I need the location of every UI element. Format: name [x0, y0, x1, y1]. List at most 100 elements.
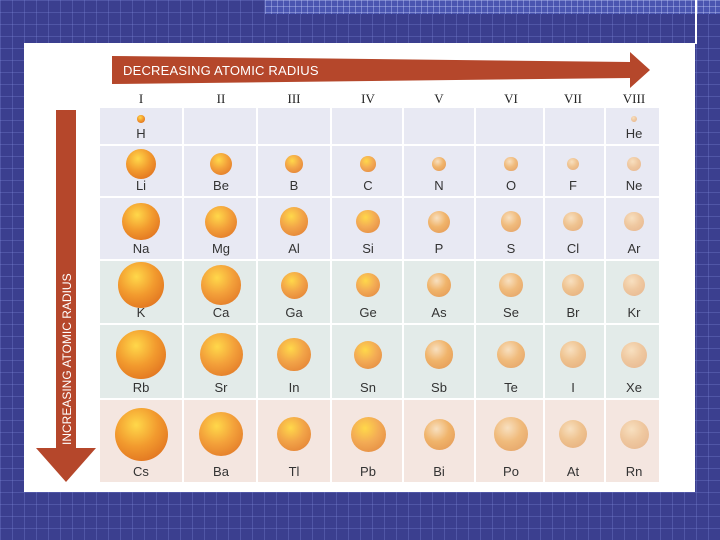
group-header-4: IV [361, 91, 375, 106]
empty-cell [404, 108, 476, 146]
empty-cell [258, 108, 332, 146]
atom-sphere-pb [350, 416, 386, 452]
group-header-1: I [138, 91, 144, 106]
atom-sphere-xe [621, 341, 647, 368]
element-symbol-ba: Ba [213, 464, 229, 479]
element-symbol-f: F [569, 178, 577, 193]
element-symbol-s: S [506, 241, 516, 256]
element-symbol-sn: Sn [360, 380, 376, 395]
element-symbol-c: C [363, 178, 373, 193]
empty-cell [332, 108, 404, 146]
atom-sphere-al [279, 207, 309, 236]
element-symbol-li: Li [135, 178, 147, 193]
atom-sphere-bi [423, 418, 455, 450]
element-symbol-he: He [625, 126, 643, 141]
header-pattern-band [265, 0, 720, 14]
atom-sphere-se [499, 273, 523, 297]
atom-sphere-k [118, 262, 164, 308]
element-symbol-ca: Ca [212, 305, 230, 320]
atom-sphere-mg [205, 205, 237, 238]
group-header-7: VII [563, 91, 583, 106]
element-symbol-mg: Mg [211, 241, 231, 256]
atom-sphere-in [277, 337, 311, 372]
atom-sphere-n [432, 157, 446, 171]
group-header-2: II [216, 91, 226, 106]
element-symbol-ar: Ar [627, 241, 641, 256]
atom-sphere-sr [199, 333, 243, 376]
element-symbol-si: Si [362, 241, 374, 256]
atom-sphere-ga [280, 271, 308, 299]
atom-sphere-i [559, 341, 587, 368]
atom-sphere-as [426, 272, 452, 298]
element-symbol-bi: Bi [433, 464, 445, 479]
element-symbol-sb: Sb [431, 380, 447, 395]
atom-sphere-ar [624, 211, 644, 232]
header-divider-line [695, 0, 697, 44]
element-symbol-tl: Tl [288, 464, 300, 479]
atom-sphere-ne [627, 157, 641, 171]
atom-sphere-sb [424, 340, 454, 369]
group-header-8: VIII [622, 91, 646, 106]
element-symbol-ga: Ga [285, 305, 303, 320]
atom-sphere-ba [198, 411, 244, 457]
element-symbol-h: H [136, 126, 146, 141]
decreasing-radius-arrow [112, 52, 650, 88]
atom-sphere-b [285, 155, 303, 173]
element-symbol-ne: Ne [625, 178, 643, 193]
element-symbol-be: Be [213, 178, 229, 193]
atom-sphere-cl [563, 211, 583, 232]
atom-sphere-s [500, 211, 522, 232]
element-symbol-po: Po [503, 464, 519, 479]
empty-cell [476, 108, 545, 146]
atom-sphere-kr [623, 274, 645, 296]
atom-sphere-li [125, 148, 157, 180]
atom-sphere-si [356, 209, 380, 234]
element-symbol-cs: Cs [133, 464, 149, 479]
atom-sphere-be [209, 152, 233, 176]
element-symbol-rb: Rb [132, 380, 150, 395]
element-symbol-i: I [571, 380, 575, 395]
group-header-6: VI [504, 91, 518, 106]
element-cell-ne [606, 146, 661, 198]
element-symbol-in: In [288, 380, 300, 395]
atom-sphere-f [566, 157, 580, 171]
atom-sphere-rn [619, 419, 649, 449]
element-symbol-xe: Xe [626, 380, 642, 395]
atom-sphere-h [137, 115, 145, 123]
element-symbol-pb: Pb [360, 464, 376, 479]
atom-sphere-na [122, 202, 160, 241]
element-symbol-as: As [431, 305, 447, 320]
element-cell-c [332, 146, 404, 198]
element-cell-h [100, 108, 184, 146]
element-symbol-rn: Rn [625, 464, 643, 479]
element-symbol-sr: Sr [214, 380, 228, 395]
atom-sphere-te [497, 340, 525, 369]
element-symbol-te: Te [504, 380, 518, 395]
atom-sphere-br [561, 273, 585, 297]
atom-sphere-sn [354, 340, 382, 369]
element-symbol-al: Al [288, 241, 300, 256]
element-symbol-se: Se [503, 305, 519, 320]
element-symbol-at: At [566, 464, 580, 479]
element-symbol-ge: Ge [359, 305, 377, 320]
atom-sphere-po [494, 417, 528, 451]
group-header-3: III [287, 91, 301, 106]
atom-sphere-ge [355, 272, 381, 298]
decreasing-radius-label: DECREASING ATOMIC RADIUS [123, 63, 319, 78]
element-symbol-cl: Cl [566, 241, 580, 256]
element-cell-o [476, 146, 545, 198]
group-header-5: V [434, 91, 444, 106]
empty-cell [545, 108, 606, 146]
atom-sphere-he [630, 115, 638, 123]
atom-sphere-c [360, 156, 376, 172]
element-symbol-k: K [136, 305, 146, 320]
element-symbol-o: O [505, 178, 517, 193]
element-symbol-b: B [289, 178, 299, 193]
increasing-radius-arrow [36, 110, 96, 482]
atom-sphere-o [504, 157, 518, 171]
atom-sphere-ca [201, 265, 241, 305]
atom-sphere-at [559, 420, 587, 448]
empty-cell [184, 108, 258, 146]
element-cell-xe [606, 325, 661, 400]
element-symbol-kr: Kr [627, 305, 641, 320]
